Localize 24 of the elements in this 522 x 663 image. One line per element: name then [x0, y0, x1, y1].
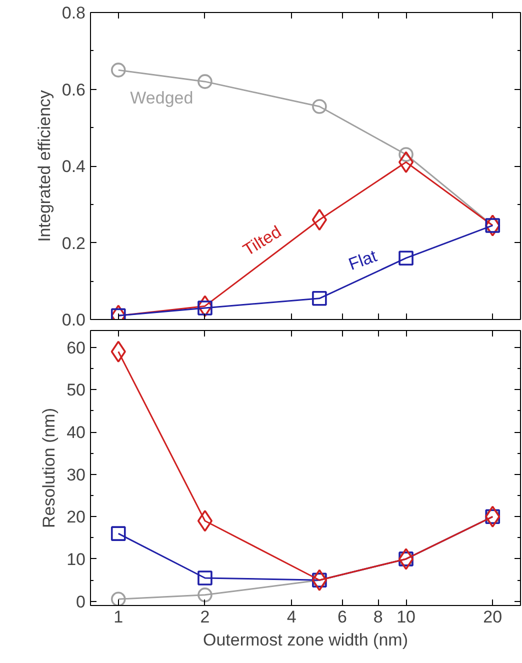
x-tick-label: 8: [373, 608, 383, 626]
x-tick-label: 10: [396, 608, 416, 626]
y-axis-title: Resolution (nm): [40, 408, 59, 528]
y-tick-label: 0.2: [62, 234, 86, 253]
y-tick-label: 0.0: [62, 310, 86, 330]
y-tick-label: 20: [66, 508, 86, 527]
y-tick-label: 30: [66, 465, 86, 484]
x-tick-label: 6: [337, 608, 347, 626]
y-tick-label: 60: [66, 338, 86, 358]
x-tick-label: 4: [286, 608, 296, 626]
y-tick-label: 50: [66, 380, 86, 400]
y-tick-label: 0.8: [62, 4, 86, 22]
y-tick-label: 0.4: [62, 157, 86, 176]
y-tick-label: 10: [66, 550, 86, 569]
text: Flat: [346, 246, 380, 274]
x-tick-label: 20: [483, 608, 502, 626]
y-tick-label: 40: [66, 423, 86, 442]
x-axis-title: Outermost zone width (nm): [202, 630, 408, 650]
series-label: Wedged: [130, 88, 194, 108]
y-tick-label: 0: [76, 592, 86, 612]
x-tick-label: 2: [200, 608, 210, 626]
y-axis-title: Integrated efficiency: [34, 90, 54, 242]
x-tick-label: 1: [114, 608, 124, 626]
y-tick-label: 0.6: [62, 80, 86, 100]
